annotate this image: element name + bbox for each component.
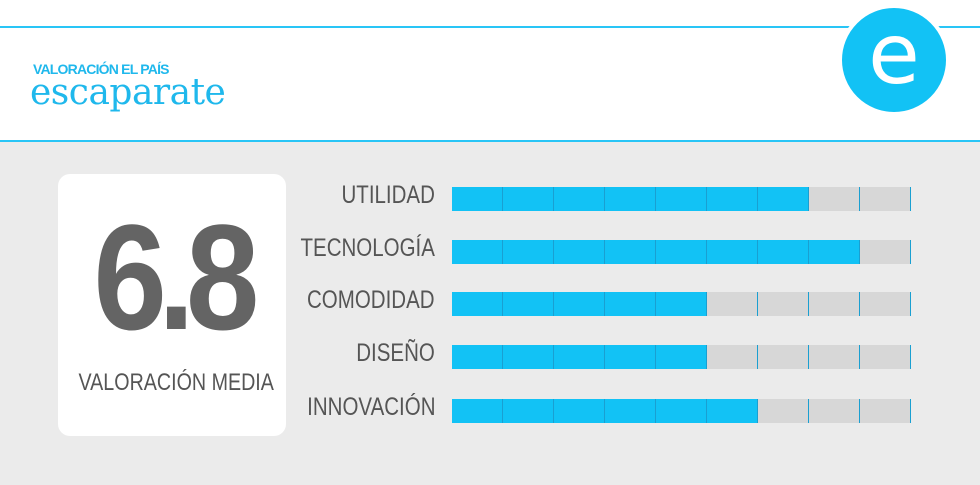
rating-segment-filled — [605, 240, 656, 264]
rating-segment-empty — [809, 187, 860, 211]
rating-row-innovacion: INNOVACIÓN — [300, 393, 960, 423]
rating-segment-filled — [656, 187, 707, 211]
rating-segment-filled — [503, 345, 554, 369]
rating-bar — [452, 292, 911, 316]
rating-label: TECNOLOGÍA — [300, 234, 435, 262]
rating-segment-empty — [860, 399, 910, 423]
rating-bar — [452, 345, 911, 369]
rating-segment-filled — [452, 292, 503, 316]
rating-segment-filled — [503, 187, 554, 211]
rating-segment-empty — [860, 187, 910, 211]
average-score-label: VALORACIÓN MEDIA — [78, 369, 274, 396]
rating-segment-empty — [860, 240, 910, 264]
rating-row-comodidad: COMODIDAD — [300, 286, 960, 316]
average-score: 6.8 — [93, 193, 259, 361]
rating-segment-filled — [707, 399, 758, 423]
rating-bar — [452, 240, 911, 264]
rating-segment-filled — [605, 345, 656, 369]
rating-segment-filled — [707, 240, 758, 264]
header: VALORACIÓN EL PAÍS escaparate e — [0, 4, 980, 140]
rating-segment-empty — [758, 345, 809, 369]
rating-row-tecnologia: TECNOLOGÍA — [300, 234, 960, 264]
rating-segment-filled — [452, 399, 503, 423]
rating-segment-filled — [605, 187, 656, 211]
rating-bar — [452, 399, 911, 423]
rating-label: COMODIDAD — [307, 286, 435, 314]
rating-segment-filled — [656, 345, 707, 369]
rating-segment-filled — [758, 240, 809, 264]
rating-segment-empty — [809, 292, 860, 316]
rating-bar — [452, 187, 911, 211]
rating-segment-filled — [656, 399, 707, 423]
rating-segment-filled — [452, 240, 503, 264]
rating-segment-empty — [707, 292, 758, 316]
top-accent-line — [0, 26, 980, 28]
rating-segment-empty — [809, 345, 860, 369]
rating-segment-empty — [860, 292, 910, 316]
rating-label: INNOVACIÓN — [306, 393, 435, 421]
brand-name: escaparate — [30, 72, 226, 113]
rating-rows: UTILIDAD TECNOLOGÍA COMODIDAD DISEÑO INN… — [300, 142, 960, 485]
rating-segment-filled — [554, 240, 605, 264]
rating-segment-filled — [605, 292, 656, 316]
rating-panel: 6.8 VALORACIÓN MEDIA UTILIDAD TECNOLOGÍA… — [0, 142, 980, 485]
rating-segment-filled — [707, 187, 758, 211]
rating-segment-filled — [809, 240, 860, 264]
rating-segment-filled — [554, 399, 605, 423]
rating-label: UTILIDAD — [341, 181, 435, 209]
rating-segment-empty — [758, 399, 809, 423]
rating-segment-filled — [605, 399, 656, 423]
rating-row-diseno: DISEÑO — [300, 339, 960, 369]
rating-segment-filled — [656, 240, 707, 264]
score-card: 6.8 VALORACIÓN MEDIA — [58, 174, 286, 436]
rating-segment-filled — [554, 345, 605, 369]
rating-segment-empty — [809, 399, 860, 423]
rating-segment-empty — [707, 345, 758, 369]
rating-segment-filled — [758, 187, 809, 211]
rating-label: DISEÑO — [356, 339, 435, 367]
rating-segment-filled — [503, 292, 554, 316]
escaparate-logo[interactable]: e — [838, 4, 950, 116]
rating-row-utilidad: UTILIDAD — [300, 181, 960, 211]
rating-segment-filled — [452, 187, 503, 211]
rating-segment-filled — [656, 292, 707, 316]
rating-segment-empty — [860, 345, 910, 369]
rating-segment-filled — [452, 345, 503, 369]
rating-segment-empty — [758, 292, 809, 316]
brand-kicker: VALORACIÓN EL PAÍS — [33, 61, 170, 77]
rating-segment-filled — [554, 292, 605, 316]
rating-segment-filled — [503, 399, 554, 423]
logo-letter: e — [868, 5, 920, 103]
rating-segment-filled — [554, 187, 605, 211]
rating-segment-filled — [503, 240, 554, 264]
header-divider — [0, 140, 980, 142]
